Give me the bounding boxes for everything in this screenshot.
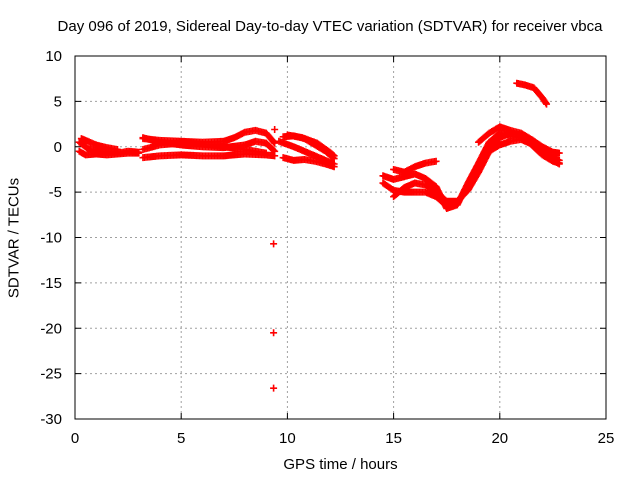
series-track-r <box>513 79 551 108</box>
data-point <box>271 139 279 147</box>
series-track-b <box>75 147 143 159</box>
series-track-q <box>475 123 563 157</box>
data-point <box>543 100 551 108</box>
data-point <box>270 329 278 337</box>
data-point <box>542 99 550 107</box>
y-tick-label: 0 <box>54 139 62 156</box>
data-point <box>271 147 279 155</box>
series-track-g <box>139 134 279 155</box>
x-tick-label: 25 <box>598 430 615 447</box>
data-point <box>271 126 279 134</box>
data-point <box>135 149 143 157</box>
series-track-k <box>275 137 338 168</box>
series-track-h <box>271 126 279 134</box>
y-tick-label: -10 <box>40 230 62 247</box>
y-tick-label: -25 <box>40 366 62 383</box>
data-points <box>75 79 563 392</box>
data-point <box>270 146 278 154</box>
y-tick-label: -20 <box>40 320 62 337</box>
x-tick-label: 10 <box>279 430 296 447</box>
x-tick-label: 0 <box>71 430 79 447</box>
data-point <box>330 152 338 160</box>
series-track-l <box>283 131 338 160</box>
y-tick-label: -30 <box>40 411 62 428</box>
data-point <box>555 149 563 157</box>
chart-title: Day 096 of 2019, Sidereal Day-to-day VTE… <box>57 18 603 35</box>
data-point <box>270 384 278 392</box>
data-point <box>555 160 563 168</box>
y-tick-label: -5 <box>49 184 62 201</box>
plot-border <box>74 55 607 420</box>
x-tick-label: 20 <box>491 430 508 447</box>
y-axis-label: SDTVAR / TECUs <box>5 177 23 299</box>
series-outliers <box>270 240 278 392</box>
series-track-o <box>390 135 563 205</box>
plot-frame <box>74 55 607 420</box>
data-point <box>113 145 121 153</box>
series-track-i <box>279 154 338 171</box>
data-point <box>329 151 337 159</box>
y-tick-label: 10 <box>45 48 62 65</box>
y-tick-label: -15 <box>40 275 62 292</box>
x-tick-label: 15 <box>385 430 402 447</box>
data-point <box>330 160 338 168</box>
axes: 0 5 10 15 20 25 -30 -25 -20 -15 -10 -5 0 5 10 <box>40 48 614 447</box>
series-track-f <box>139 150 279 162</box>
x-tick-label: 5 <box>177 430 185 447</box>
grid <box>75 56 606 419</box>
series-track-p <box>390 157 440 176</box>
data-point <box>270 240 278 248</box>
y-tick-label: 5 <box>54 93 62 110</box>
data-point <box>432 157 440 165</box>
series-track-c <box>77 135 121 153</box>
x-axis-label: GPS time / hours <box>283 456 398 473</box>
